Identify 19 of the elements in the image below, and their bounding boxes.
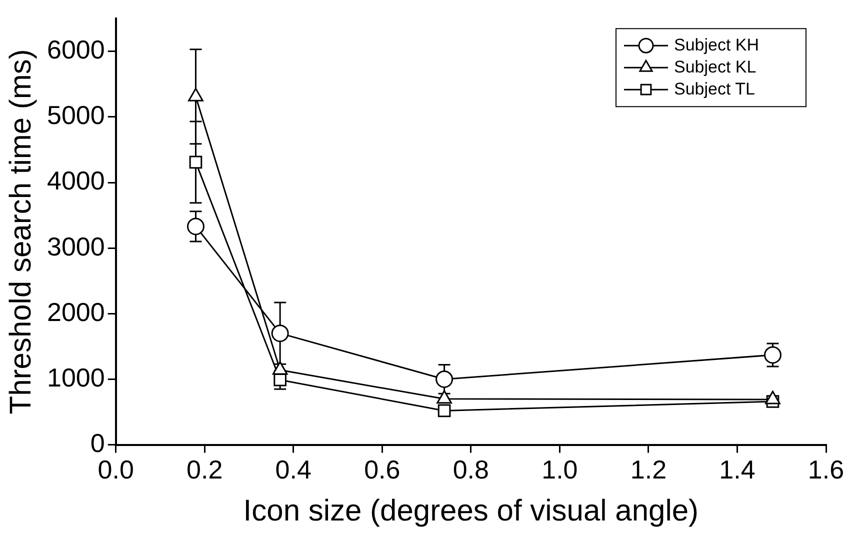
y-tick-label: 4000 bbox=[46, 166, 105, 196]
legend-label: Subject KH bbox=[674, 35, 760, 54]
y-tick-label: 3000 bbox=[46, 231, 105, 262]
x-tick-label: 0.6 bbox=[364, 454, 400, 485]
x-tick-label: 1.6 bbox=[808, 454, 844, 485]
y-tick-label: 6000 bbox=[46, 34, 105, 65]
x-axis-title: Icon size (degrees of visual angle) bbox=[243, 494, 699, 528]
y-tick-label: 2000 bbox=[46, 296, 105, 327]
y-axis-title: Threshold search time (ms) bbox=[4, 49, 38, 414]
x-tick-label: 1.2 bbox=[630, 454, 667, 485]
x-tick-label: 1.4 bbox=[719, 454, 756, 485]
x-tick-label: 0.2 bbox=[186, 454, 223, 485]
legend-label: Subject TL bbox=[674, 79, 755, 98]
x-tick-label: 1.0 bbox=[542, 454, 578, 485]
x-tick-label: 0.4 bbox=[275, 454, 312, 485]
y-tick-label: 5000 bbox=[46, 100, 105, 130]
x-tick-label: 0.8 bbox=[452, 454, 489, 485]
legend-label: Subject KL bbox=[674, 57, 756, 76]
y-tick-label: 1000 bbox=[46, 362, 105, 392]
